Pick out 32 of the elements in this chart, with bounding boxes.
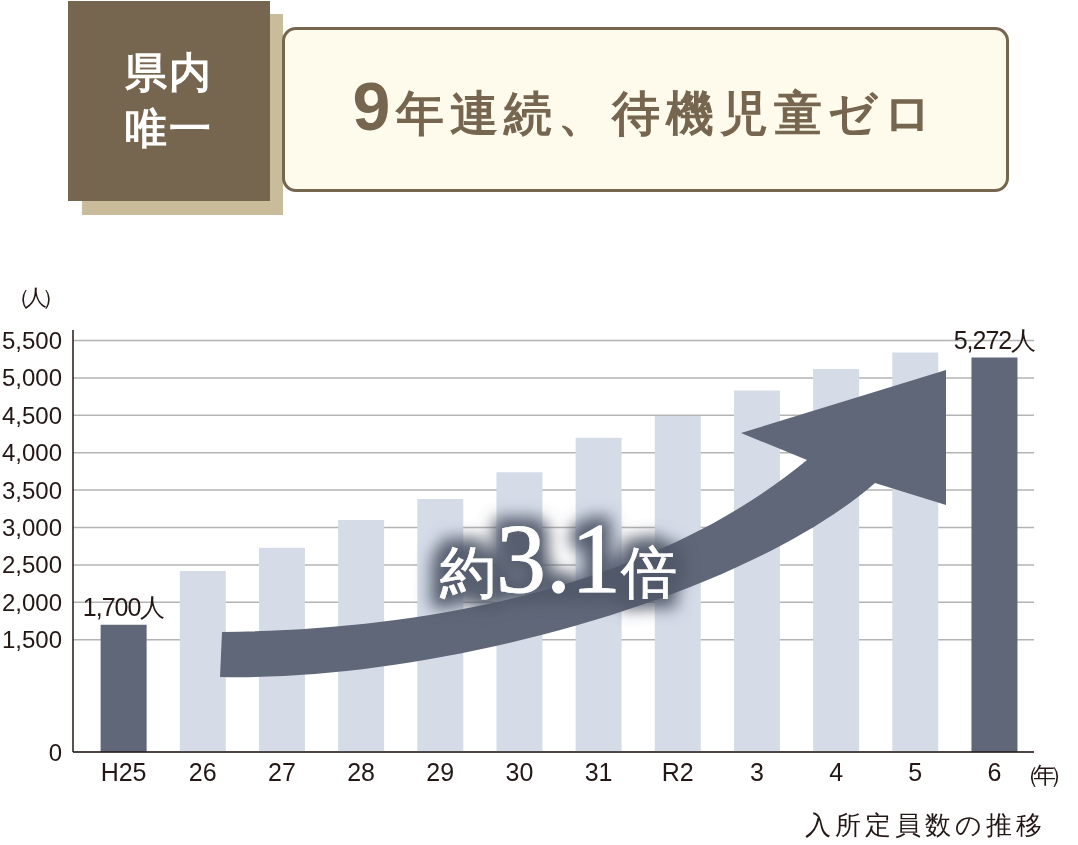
y-tick-label: 4,500 — [1, 401, 62, 429]
y-tick-label: 2,500 — [1, 551, 62, 579]
y-tick-label: 5,000 — [1, 364, 62, 392]
x-tick-label: 4 — [829, 757, 844, 786]
y-tick-label: 3,500 — [1, 476, 62, 504]
y-tick-label: 2,000 — [1, 588, 62, 616]
y-tick-label: 1,500 — [1, 626, 62, 654]
chart-subtitle: 県内唯一 — [124, 49, 214, 154]
x-tick-label: 28 — [347, 757, 375, 786]
x-tick-label: 31 — [584, 757, 613, 786]
y-tick-label: 3,000 — [1, 514, 62, 542]
x-tick-label: 6 — [987, 757, 1002, 786]
bar — [971, 357, 1018, 752]
x-tick-label: H25 — [100, 757, 147, 786]
text: 入所定員数の推移 — [805, 810, 1046, 842]
x-tick-label: 26 — [188, 757, 217, 786]
x-tick-label: R2 — [661, 757, 694, 786]
chart-title: 9年連続、待機児童ゼロ — [352, 67, 939, 144]
bar — [179, 570, 226, 752]
y-axis-title: （人） — [8, 284, 59, 312]
y-tick-label: 0 — [48, 738, 62, 766]
x-tick-label: 30 — [505, 757, 534, 786]
x-tick-label: 29 — [426, 757, 455, 786]
y-tick-label: 4,000 — [1, 439, 62, 467]
y-tick-label: 5,500 — [1, 327, 62, 354]
data-label: 1,700人 — [82, 592, 166, 621]
data-label: 5,272人 — [953, 325, 1037, 354]
x-tick-label: 5 — [908, 757, 923, 786]
x-tick-label: 27 — [268, 757, 296, 786]
x-tick-label: 3 — [749, 757, 764, 786]
x-axis-title: （年） — [1016, 761, 1067, 790]
bar — [100, 624, 147, 752]
